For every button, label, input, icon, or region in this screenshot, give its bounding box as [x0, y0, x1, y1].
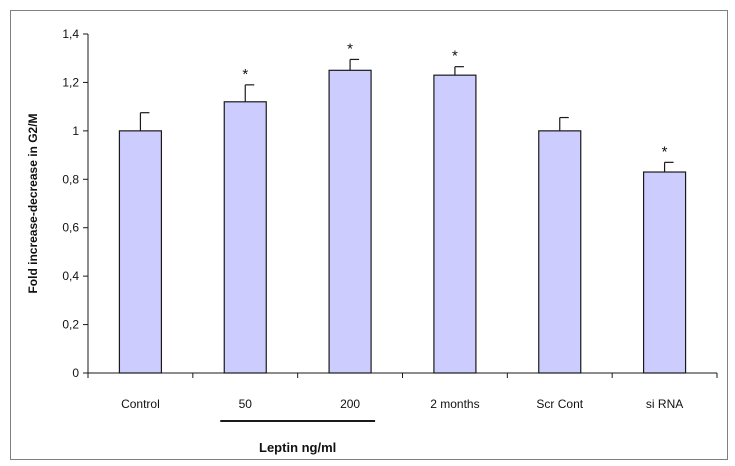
significance-star: * [242, 66, 248, 83]
x-tick-label: 50 [239, 397, 253, 411]
x-tick-label: Control [121, 397, 160, 411]
significance-star: * [452, 48, 458, 65]
significance-star: * [662, 143, 668, 160]
y-tick-label: 1 [72, 124, 79, 138]
x-tick-label: 2 months [430, 397, 479, 411]
y-tick-label: 1,4 [62, 27, 79, 41]
x-axis-tick-labels: Control 50 200 2 months Scr Cont si RNA [121, 397, 683, 411]
x-tick-label: 200 [340, 397, 360, 411]
error-bars [139, 58, 674, 173]
error-bar [139, 112, 150, 131]
y-tick-label: 0,6 [62, 221, 79, 235]
bar-scr-cont [538, 130, 582, 374]
significance-star: * [347, 40, 353, 57]
bar-200 [328, 69, 372, 374]
error-bar [663, 161, 674, 173]
error-bar [349, 58, 360, 71]
bar-control [118, 130, 163, 374]
bar-50 [223, 101, 267, 374]
bar-si-rna [642, 171, 687, 374]
y-tick-label: 0,8 [62, 172, 79, 186]
error-bar [454, 66, 464, 76]
y-tick-label: 0 [72, 366, 79, 380]
bar-2-months [433, 74, 477, 374]
y-tick-label: 0,2 [62, 318, 79, 332]
error-bar [559, 116, 569, 131]
significance-markers: * * * * [242, 40, 667, 160]
chart-frame: 0 0,2 0,4 0,6 0,8 1 1,2 1,4 * * * * Control 50 200 2 … [10, 10, 728, 460]
y-axis-label: Fold increase-decrease in G2/M [26, 113, 40, 293]
bars [118, 69, 687, 374]
x-tick-label: si RNA [646, 397, 683, 411]
bar-chart: 0 0,2 0,4 0,6 0,8 1 1,2 1,4 * * * * Control 50 200 2 … [26, 27, 718, 455]
y-tick-label: 1,2 [62, 75, 79, 89]
x-tick-label: Scr Cont [536, 397, 583, 411]
y-axis-ticks: 0 0,2 0,4 0,6 0,8 1 1,2 1,4 [62, 27, 718, 380]
y-tick-label: 0,4 [62, 269, 79, 283]
error-bar [244, 84, 255, 102]
leptin-group-label: Leptin ng/ml [259, 440, 336, 455]
